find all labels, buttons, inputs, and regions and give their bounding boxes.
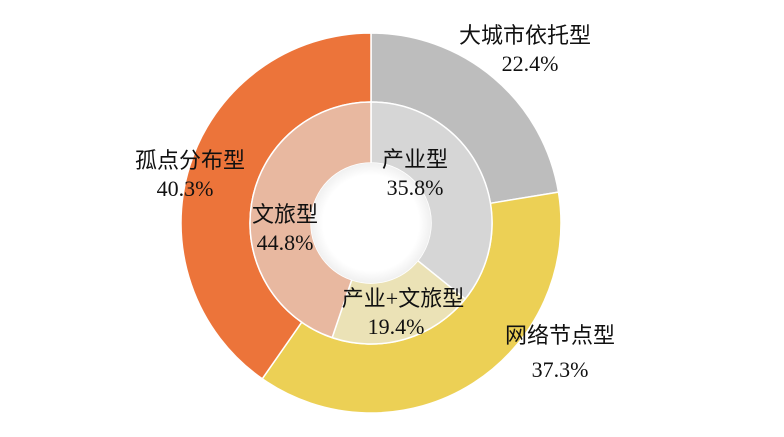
label-wangluo: 网络节点型 37.3% [480,322,640,384]
donut-hole [311,163,431,283]
label-pct: 44.8% [256,230,314,255]
label-pct: 40.3% [156,176,214,201]
label-name: 产业型 [381,147,448,172]
label-pct: 37.3% [531,357,589,382]
label-name: 大城市依托型 [458,23,591,48]
label-chanye: 产业型 35.8% [370,146,460,202]
label-gudian: 孤点分布型 40.3% [120,147,260,203]
label-chanye-wenlv: 产业+文旅型 19.4% [318,285,488,341]
label-dachengshi: 大城市依托型 22.4% [425,22,625,78]
label-name: 产业+文旅型 [341,286,465,311]
label-name: 网络节点型 [504,323,615,348]
label-name: 文旅型 [251,202,318,227]
label-wenlv: 文旅型 44.8% [240,201,330,257]
label-pct: 19.4% [367,314,425,339]
label-name: 孤点分布型 [134,148,245,173]
label-pct: 35.8% [386,175,444,200]
label-pct: 22.4% [501,51,559,76]
